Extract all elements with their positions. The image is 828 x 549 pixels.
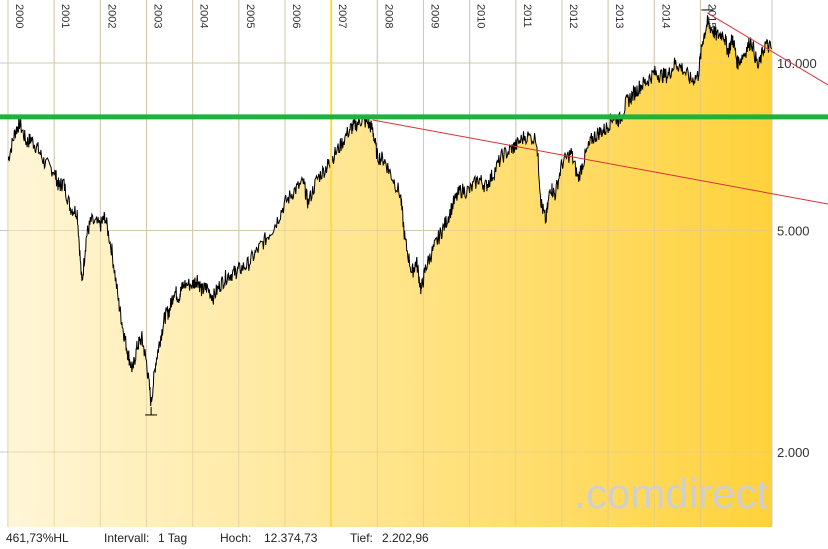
year-label: 2006 [290,4,302,28]
range-percent: 461,73%HL [6,531,69,545]
value-tick-label: 5.000 [777,224,810,239]
y-axis-labels: 10.000 5.000 2.000 [777,56,817,460]
year-label: 2012 [567,4,579,28]
interval-label: Intervall: [104,531,150,545]
chart-footer: 461,73%HL Intervall: 1 Tag Hoch: 12.374,… [0,527,828,549]
trend-line-short [707,12,828,86]
year-label: 2002 [105,4,117,28]
price-area-fill [8,15,772,527]
year-label: 2005 [244,4,256,28]
year-label: 2009 [428,4,440,28]
year-label: 2007 [336,4,348,28]
value-tick-label: 10.000 [777,56,817,71]
high-value: 12.374,73 [264,531,318,545]
low-label: Tief: [350,531,373,545]
interval-value: 1 Tag [158,531,188,545]
year-label: 2003 [151,4,163,28]
value-tick-label: 2.000 [777,445,810,460]
year-label: 2015 [705,4,717,28]
overlay-lines [0,0,828,527]
year-label: 2010 [475,4,487,28]
year-label: 2001 [59,4,71,28]
year-label: 2004 [198,4,210,28]
high-label: Hoch: [220,531,252,545]
low-value: 2.202,96 [382,531,429,545]
year-label: 2011 [521,4,533,28]
year-label: 2014 [659,4,671,28]
year-label: 2008 [382,4,394,28]
stock-chart: 2000 2001 2002 2003 2004 2005 2006 2007 2008 2009… [0,0,828,527]
comdirect-logo: .comdirect [574,470,768,517]
price-line [8,15,772,407]
year-label: 2000 [13,4,25,28]
x-axis-labels: 2000 2001 2002 2003 2004 2005 2006 2007 2008 2009… [13,4,717,28]
trend-line-long [372,119,828,205]
year-label: 2013 [613,4,625,28]
